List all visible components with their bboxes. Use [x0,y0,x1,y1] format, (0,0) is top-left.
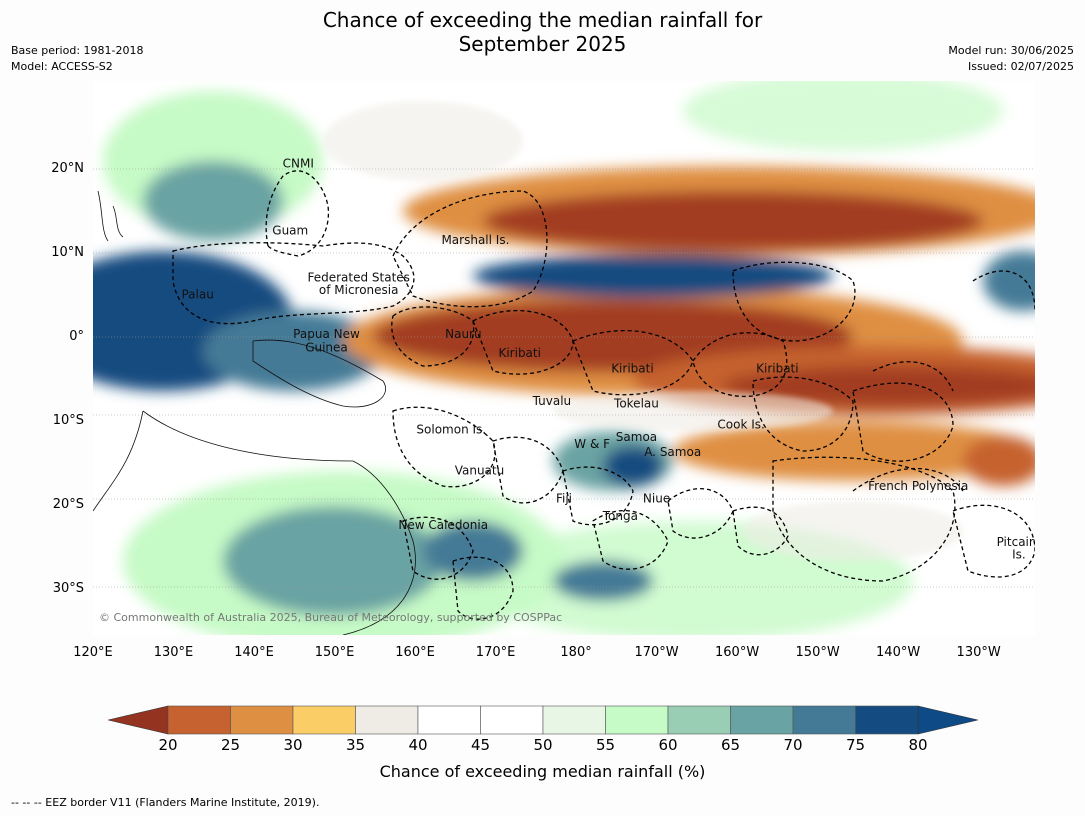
colorbar-tick: 20 [158,736,178,754]
region-label: Pitcairn [997,535,1035,549]
colorbar-tick: 75 [845,736,866,754]
region-label: Papua New [293,327,360,341]
region-label: Kiribati [611,361,653,375]
latitude-tick: 30°S [52,580,84,596]
region-label: Cook Is. [717,418,764,432]
region-label: Federated States [307,271,409,285]
latitude-tick: 20°S [52,496,84,512]
colorbar-tick: 25 [220,736,241,754]
colorbar-segment [355,705,419,735]
colorbar-tick: 55 [595,736,616,754]
region-label: Guinea [305,340,348,354]
colorbar-segment [792,705,856,735]
colorbar-segment [167,705,231,735]
region-label: of Micronesia [319,283,399,297]
colorbar-segment [855,705,919,735]
colorbar-segment [230,705,294,735]
region-label: Vanuatu [455,464,505,478]
longitude-tick: 150°W [795,645,840,660]
colorbar-tick: 80 [908,736,928,754]
region-label: Fiji [556,491,572,505]
region-label: Tokelau [613,397,659,411]
colorbar-segment [292,705,356,735]
map-title-line2: September 2025 [458,32,627,56]
latitude-tick: 10°S [52,412,84,428]
region-label: New Caledonia [398,518,488,532]
colorbar-segment [542,705,606,735]
latitude-tick: 10°N [51,245,84,261]
longitude-tick: 130°E [153,645,194,660]
longitude-tick: 170°E [475,645,516,660]
map-credit: © Commonwealth of Australia 2025, Bureau… [99,611,562,624]
colorbar-segment [417,705,481,735]
colorbar-label: Chance of exceeding median rainfall (%) [379,762,706,781]
region-label: W & F [574,437,610,451]
colorbar-segment [667,705,731,735]
longitude-tick: 130°W [956,645,1001,660]
longitude-tick: 140°E [234,645,274,660]
region-label: Palau [181,287,213,301]
colorbar-under-arrow [108,705,169,735]
colorbar-tick: 45 [470,736,491,754]
model-run-text: Model run: 30/06/2025 [948,44,1074,57]
region-label: Samoa [616,430,657,444]
region-label: Tonga [602,509,638,523]
region-label: Marshall Is. [441,233,509,247]
longitude-tick: 170°W [634,645,679,660]
colorbar-tick: 50 [533,736,553,754]
rainfall-map: CNMI Guam Marshall Is. Federated States of M… [93,81,1035,635]
region-label: Tuvalu [532,394,572,408]
meta-right: Model run: 30/06/2025 Issued: 02/07/2025 [948,43,1074,75]
region-label: French Polynesia [868,479,968,493]
region-label: CNMI [283,156,314,170]
region-label: Nauru [445,327,481,341]
colorbar-tick: 60 [658,736,678,754]
colorbar-tick: 70 [783,736,803,754]
probability-field [93,81,1035,635]
colorbar-segment [480,705,544,735]
region-label: Solomon Is. [416,423,486,437]
region-label: Is. [1012,548,1026,562]
map-title-line1: Chance of exceeding the median rainfall … [322,8,763,32]
eez-footnote: -- -- -- EEZ border V11 (Flanders Marine… [11,796,320,809]
base-period-text: Base period: 1981-2018 [11,44,144,57]
longitude-tick: 150°E [314,645,355,660]
colorbar-tick: 65 [720,736,741,754]
longitude-tick: 140°W [876,645,921,660]
region-label: Niue [643,491,670,505]
latitude-tick: 20°N [51,161,84,177]
colorbar-tick: 30 [283,736,303,754]
model-text: Model: ACCESS-S2 [11,60,113,73]
meta-left: Base period: 1981-2018 Model: ACCESS-S2 [11,43,143,75]
latitude-tick: 0° [69,329,84,344]
colorbar-segment [730,705,794,735]
longitude-tick: 160°E [395,645,435,660]
colorbar-over-arrow [917,705,978,735]
longitude-tick: 120°E [73,645,113,660]
region-label: Kiribati [756,361,798,375]
colorbar-tick: 40 [408,736,428,754]
region-label: Guam [272,224,308,238]
colorbar-segment [605,705,669,735]
colorbar-tick: 35 [345,736,366,754]
issued-text: Issued: 02/07/2025 [967,60,1074,73]
region-label: Kiribati [498,346,540,360]
colorbar [108,705,978,735]
region-label: A. Samoa [644,445,701,459]
longitude-tick: 160°W [715,645,760,660]
longitude-tick: 180° [560,645,592,660]
